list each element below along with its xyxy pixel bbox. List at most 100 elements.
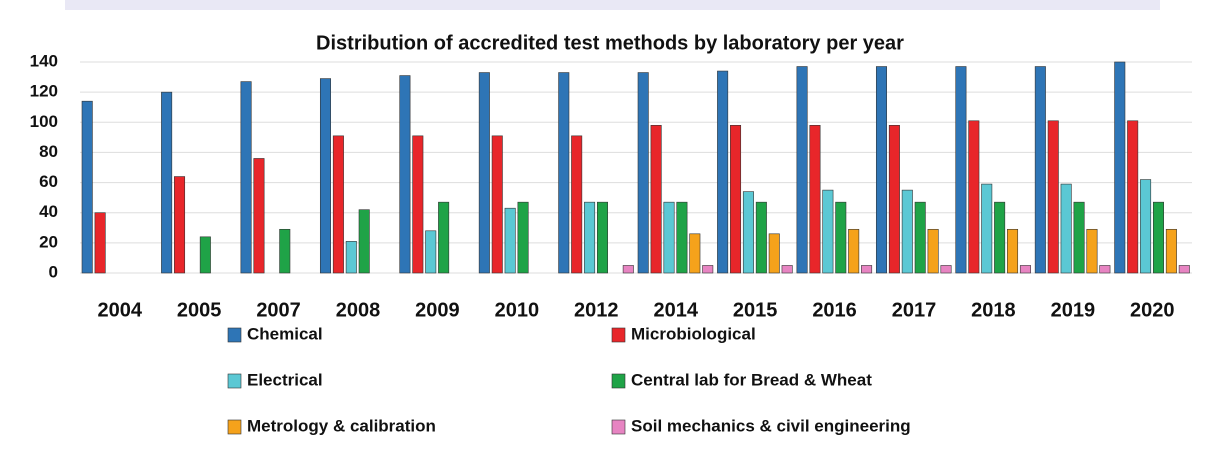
bar xyxy=(279,228,291,274)
bar xyxy=(955,66,967,274)
bar xyxy=(927,228,939,274)
legend-label: Electrical xyxy=(247,370,323,389)
bar xyxy=(1140,179,1152,274)
bar xyxy=(994,201,1006,274)
bar xyxy=(796,66,808,274)
x-tick-label: 2012 xyxy=(574,299,619,321)
legend-label: Central lab for Bread & Wheat xyxy=(631,370,872,389)
bar xyxy=(755,201,767,274)
x-tick-label: 2016 xyxy=(812,299,857,321)
bar xyxy=(174,176,186,274)
bar xyxy=(319,78,331,274)
bar xyxy=(1019,265,1031,274)
bar xyxy=(358,209,370,274)
bar xyxy=(768,233,780,274)
x-tick-label: 2020 xyxy=(1130,299,1175,321)
bar xyxy=(571,135,583,274)
bar xyxy=(809,125,821,274)
bar xyxy=(161,91,173,274)
chart-title: Distribution of accredited test methods … xyxy=(316,32,904,54)
bar xyxy=(1086,228,1098,274)
header-band xyxy=(65,0,1160,10)
bar xyxy=(504,207,516,274)
bar xyxy=(663,201,675,274)
bar xyxy=(1152,201,1164,274)
bar xyxy=(1007,228,1019,274)
bar xyxy=(491,135,503,274)
bar xyxy=(622,265,634,274)
legend-label: Microbiological xyxy=(631,324,756,343)
bar xyxy=(875,66,887,274)
bar xyxy=(1127,120,1139,274)
y-tick-label: 20 xyxy=(39,232,58,251)
bar xyxy=(81,100,93,274)
x-tick-label: 2010 xyxy=(495,299,540,321)
y-tick-label: 100 xyxy=(30,112,58,131)
bar xyxy=(742,191,754,274)
bar xyxy=(1034,66,1046,274)
y-tick-label: 0 xyxy=(49,262,58,281)
legend-swatch xyxy=(611,327,626,343)
bar xyxy=(253,158,265,274)
x-tick-label: 2008 xyxy=(336,299,381,321)
bar xyxy=(1165,228,1177,274)
bar xyxy=(888,125,900,274)
bar xyxy=(781,265,793,274)
bar xyxy=(822,189,834,274)
bar xyxy=(94,212,106,274)
x-tick-label: 2009 xyxy=(415,299,460,321)
x-tick-label: 2018 xyxy=(971,299,1016,321)
bar xyxy=(835,201,847,274)
bar xyxy=(689,233,701,274)
bar xyxy=(650,125,662,274)
bar xyxy=(596,201,608,274)
bar xyxy=(584,201,596,274)
bar xyxy=(517,201,529,274)
bar xyxy=(1060,183,1072,274)
y-tick-label: 120 xyxy=(30,82,58,101)
legend-label: Soil mechanics & civil engineering xyxy=(631,416,911,435)
bar xyxy=(1099,265,1111,274)
bar xyxy=(345,241,357,274)
x-tick-label: 2014 xyxy=(653,299,698,321)
bar xyxy=(1047,120,1059,274)
bar xyxy=(730,125,742,274)
legend-swatch xyxy=(611,373,626,389)
bar xyxy=(240,81,252,274)
bar xyxy=(702,265,714,274)
x-tick-label: 2019 xyxy=(1051,299,1096,321)
x-tick-label: 2015 xyxy=(733,299,778,321)
y-tick-label: 40 xyxy=(39,202,58,221)
bar xyxy=(968,120,980,274)
bar xyxy=(901,189,913,274)
bar xyxy=(332,135,344,274)
y-tick-label: 140 xyxy=(30,51,58,70)
bar xyxy=(676,201,688,274)
bar xyxy=(940,265,952,274)
y-tick-label: 80 xyxy=(39,142,58,161)
legend-label: Chemical xyxy=(247,324,323,343)
x-tick-label: 2007 xyxy=(256,299,301,321)
legend-swatch xyxy=(227,373,242,389)
bar xyxy=(637,72,649,274)
legend-swatch xyxy=(227,327,242,343)
bar xyxy=(412,135,424,274)
legend-label: Metrology & calibration xyxy=(247,416,436,435)
bar xyxy=(1178,265,1190,274)
bar xyxy=(478,72,490,274)
legend-swatch xyxy=(611,419,626,435)
bar xyxy=(558,72,570,274)
bar xyxy=(717,70,729,274)
x-tick-label: 2005 xyxy=(177,299,222,321)
legend-swatch xyxy=(227,419,242,435)
bar xyxy=(861,265,873,274)
bar xyxy=(438,201,450,274)
bar xyxy=(1114,61,1126,274)
bar xyxy=(914,201,926,274)
bar xyxy=(1073,201,1085,274)
bar xyxy=(199,236,211,274)
x-tick-label: 2004 xyxy=(97,299,142,321)
bar xyxy=(425,230,437,274)
x-tick-label: 2017 xyxy=(892,299,937,321)
